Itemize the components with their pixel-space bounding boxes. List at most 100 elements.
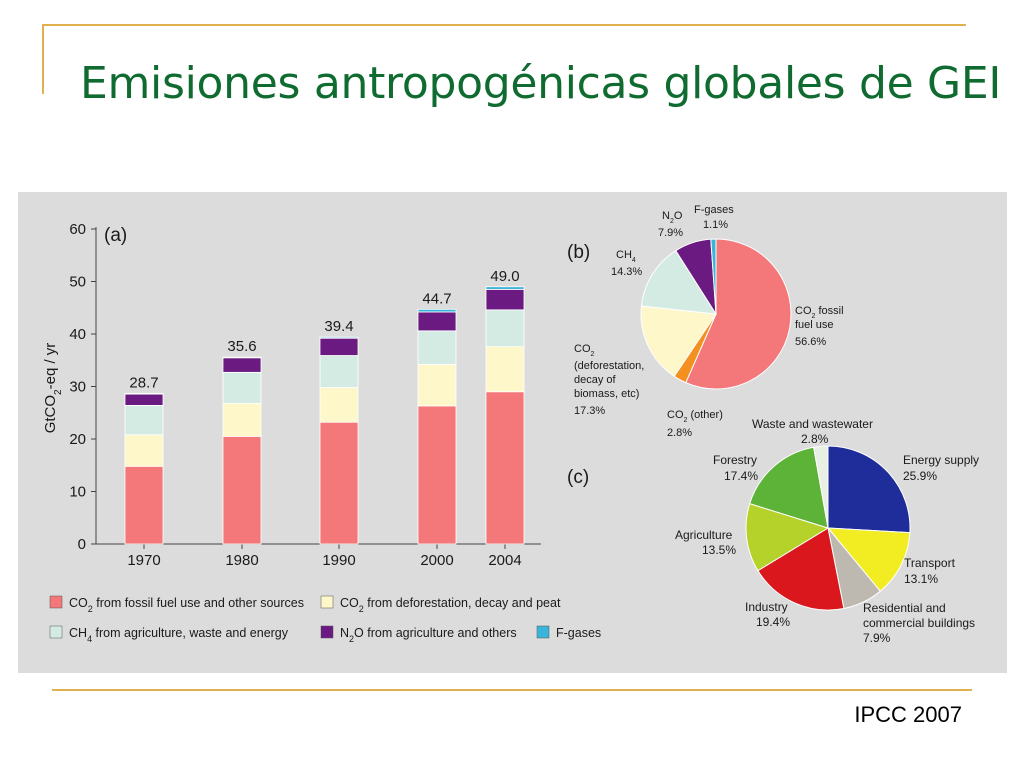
pie-slice [710,238,717,315]
legend-swatch [536,625,550,639]
bar-segment [222,356,262,359]
bar-segment [124,434,164,467]
bar-total-label: 35.6 [227,338,256,355]
bar-total-label: 49.0 [490,268,519,285]
pie-label: decay of [574,374,617,386]
bar-segment [222,402,262,437]
panel-label-c: (c) [567,467,589,488]
figure-svg: 0 10 20 30 40 50 60 (a) GtCO2-eq / yr 1970 28.7 198… [42,204,979,645]
pie-slice [749,446,829,529]
y-tick-label: 60 [69,221,86,238]
pie-slice [640,249,717,315]
bar-segment [124,465,164,545]
pie-value: 25.9% [903,469,937,483]
bar-total-label: 39.4 [324,318,353,335]
bar-segment [417,311,457,332]
bar-segment [417,364,457,407]
legend-label: CH4 from agriculture, waste and energy [69,626,289,644]
y-tick-label: 50 [69,274,86,291]
pie-label: N2O [662,210,683,225]
pie-value: 1.1% [703,219,728,231]
pie-label: Agriculture [675,528,733,542]
bar-segment [485,286,525,290]
figure-panel: 0 10 20 30 40 50 60 (a) GtCO2-eq / yr 1970 28.7 198… [18,192,1007,673]
bar-segment [319,387,359,423]
bar-segment [319,355,359,388]
pie-chart-sector: (c) Energy supply 25.9% Transport 13.1% Resid… [567,417,979,645]
pie-label: CO2 [574,343,595,358]
x-tick-label: 1980 [225,552,258,569]
bar-segment [222,435,262,545]
legend-swatch [49,595,63,609]
legend-label: CO2 from deforestation, decay and peat [340,596,561,614]
bar-segment [124,393,164,406]
pie-value: 14.3% [611,266,642,278]
pie-value: 2.8% [801,432,829,446]
legend-label: CO2 from fossil fuel use and other sourc… [69,596,304,614]
x-tick-label: 1970 [127,552,160,569]
source-credit: IPCC 2007 [854,702,962,727]
pie-slice [757,527,845,611]
x-tick-label: 1990 [322,552,355,569]
pie-value: 7.9% [863,631,891,645]
pie-value: 56.6% [795,336,826,348]
pie-value: 13.1% [904,572,938,586]
legend-label: F-gases [556,626,601,640]
bar-legend: CO2 from fossil fuel use and other sourc… [49,595,601,644]
bar-segment [124,404,164,436]
bar-total-label: 28.7 [129,374,158,391]
bar-segment [417,308,457,313]
slide-title: Emisiones antropogénicas globales de GEI [80,58,1002,109]
pie-label: Residential and [863,601,946,615]
pie-label: Industry [745,600,788,614]
bar-segment [485,346,525,393]
bar-total-label: 44.7 [422,290,451,307]
bar-segment [319,421,359,545]
y-tick-label: 10 [69,484,86,501]
legend-swatch [49,625,63,639]
bar-segment [417,405,457,545]
pie-slice [685,238,792,390]
y-axis-label: GtCO2-eq / yr [42,343,64,434]
pie-slice [745,503,830,572]
legend-swatch [320,625,334,639]
bar-segment [485,309,525,347]
panel-label-b: (b) [567,242,590,263]
pie-label: biomass, etc) [574,388,639,400]
x-tick-label: 2004 [488,552,521,569]
pie-slice [640,305,717,377]
pie-label: CO2 (other) [667,409,723,424]
pie-value: 19.4% [756,615,790,629]
x-tick-label: 2000 [420,552,453,569]
pie-label: CH4 [616,249,636,264]
pie-label: Waste and wastewater [752,417,873,431]
pie-label: (deforestation, [574,360,644,372]
panel-label-a: (a) [104,225,127,246]
pie-label: fuel use [795,319,834,331]
pie-slice [827,445,911,534]
y-tick-label: 0 [78,536,86,553]
bar-chart: 0 10 20 30 40 50 60 (a) GtCO2-eq / yr 1970 28.7 198… [42,221,541,569]
legend-swatch [320,595,334,609]
pie-value: 17.3% [574,405,605,417]
y-tick-label: 20 [69,431,86,448]
pie-label: Energy supply [903,453,979,467]
bar-segment [124,392,164,395]
legend-label: N2O from agriculture and others [340,626,517,644]
bar-segment [319,337,359,356]
pie-value: 13.5% [702,543,736,557]
pie-label: F-gases [694,204,734,216]
bar-segment [222,357,262,373]
pie-label: Transport [904,556,956,570]
bar-segment [485,391,525,545]
pie-label: CO2 fossil [795,305,844,320]
y-tick-label: 40 [69,326,86,343]
pie-slice [826,527,911,592]
bottom-rule [52,689,972,691]
pie-label: Forestry [713,453,757,467]
y-tick-label: 30 [69,379,86,396]
pie-value: 17.4% [724,469,758,483]
pie-value: 2.8% [667,427,692,439]
pie-label: commercial buildings [863,616,975,630]
